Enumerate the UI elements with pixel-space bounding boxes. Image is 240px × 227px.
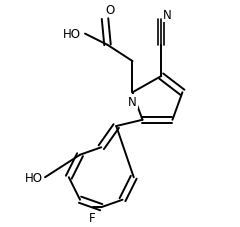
Text: N: N	[163, 9, 172, 22]
Text: O: O	[105, 4, 115, 17]
Text: F: F	[89, 211, 96, 224]
Text: HO: HO	[63, 28, 81, 41]
Text: HO: HO	[24, 171, 42, 184]
Text: N: N	[128, 95, 137, 108]
